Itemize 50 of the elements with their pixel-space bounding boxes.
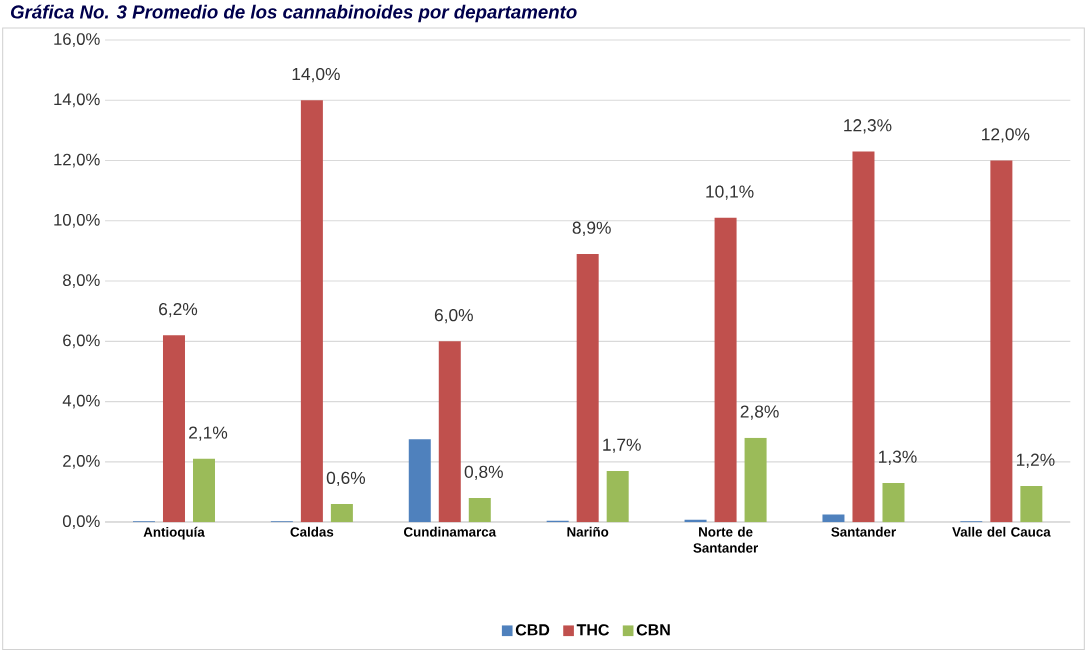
bar [300,100,323,523]
x-tick-label: Santander [831,526,896,537]
data-label: 10,1% [706,185,754,200]
x-tick-label: Cundinamarca [404,526,497,537]
legend-label: THC [576,624,610,636]
y-tick-label: 6,0% [63,334,100,349]
data-label: 6,2% [159,302,198,318]
y-tick-label: 10,0% [54,213,100,228]
y-tick-label: 8,0% [63,274,100,288]
bar [468,497,491,523]
legend-label: CBD [515,624,550,636]
data-label: 1,2% [1016,453,1055,468]
data-label: 6,0% [434,308,473,324]
bar [330,503,353,523]
x-tick-label: Caldas [290,526,334,537]
bar [822,514,845,523]
x-tick-label: Norte de Santander [693,526,758,553]
y-tick-label: 0,0% [62,515,100,529]
bar [192,458,215,523]
legend-label: CBN [636,624,670,636]
bar [714,217,737,523]
bar [162,335,185,523]
y-tick-label: 12,0% [54,153,100,168]
data-label: 2,8% [740,405,779,420]
chart-title: Gráfica No. 3 Promedio de los cannabinoides por departamento [10,4,577,23]
bar [990,160,1013,523]
y-tick-label: 16,0% [54,33,100,47]
data-label: 2,1% [189,426,228,441]
bar [1020,485,1043,523]
bar [606,470,629,523]
x-tick-label: Nariño [567,526,609,537]
bar [852,151,875,523]
bar [438,341,461,523]
bar [576,253,599,523]
y-tick-label: 14,0% [54,93,100,108]
data-label: 12,3% [844,119,892,134]
bar [744,437,767,523]
data-label: 1,3% [879,450,917,465]
data-label: 12,0% [982,128,1030,143]
y-tick-label: 4,0% [62,394,100,409]
x-tick-label: Antioquía [143,526,205,540]
data-label: 0,6% [326,471,366,486]
y-tick-label: 2,0% [63,454,100,469]
data-label: 1,7% [603,438,641,453]
bar [882,482,905,523]
bar [408,439,431,523]
x-tick-label: Valle del Cauca [952,526,1051,537]
data-label: 14,0% [292,67,340,83]
data-label: 8,9% [572,221,611,236]
data-label: 0,8% [464,465,503,480]
